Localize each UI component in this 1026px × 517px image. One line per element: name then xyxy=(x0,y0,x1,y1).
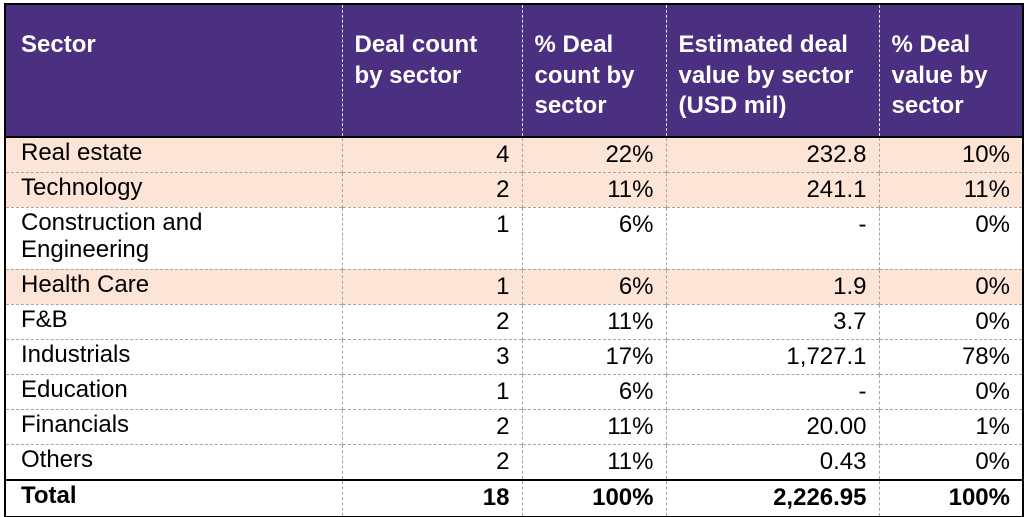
sector-cell: F&B xyxy=(5,303,342,340)
pct-deal-value-cell: 78% xyxy=(878,338,1023,375)
deal-count-cell: 4 xyxy=(341,137,522,173)
est-value-cell: 1,727.1 xyxy=(665,338,879,375)
deal-count-cell: 2 xyxy=(341,443,522,480)
sector-cell: Health Care xyxy=(5,268,342,305)
column-header-est-deal-value: Estimated deal value by sector (USD mil) xyxy=(665,4,879,138)
pct-deal-count-cell: 11% xyxy=(521,408,666,445)
deal-count-cell: 3 xyxy=(341,338,522,375)
deal-count-cell: 2 xyxy=(341,408,522,445)
sector-cell: Construction and Engineering xyxy=(5,206,342,270)
table-row-others: Others 2 11% 0.43 0% xyxy=(5,443,1023,480)
deal-count-cell: 1 xyxy=(341,373,522,410)
est-value-cell: 3.7 xyxy=(665,303,879,340)
total-row: Total 18 100% 2,226.95 100% xyxy=(5,478,1023,517)
pct-deal-value-cell: 0% xyxy=(878,303,1023,340)
table-row-fb: F&B 2 11% 3.7 0% xyxy=(5,303,1023,340)
table-row-health-care: Health Care 1 6% 1.9 0% xyxy=(5,268,1023,305)
column-header-deal-count: Deal count by sector xyxy=(341,4,522,138)
pct-deal-count-cell: 17% xyxy=(521,338,666,375)
total-deal-count-cell: 18 xyxy=(341,478,522,517)
est-value-cell: - xyxy=(665,206,879,270)
est-value-cell: 20.00 xyxy=(665,408,879,445)
pct-deal-value-cell: 1% xyxy=(878,408,1023,445)
column-header-sector: Sector xyxy=(5,4,342,138)
sector-cell: Real estate xyxy=(5,137,342,173)
total-label-cell: Total xyxy=(5,478,342,517)
deal-count-cell: 1 xyxy=(341,268,522,305)
sector-cell: Technology xyxy=(5,171,342,208)
pct-deal-count-cell: 11% xyxy=(521,171,666,208)
sector-deals-table: Sector Deal count by sector % Deal count… xyxy=(4,3,1024,517)
table-row-industrials: Industrials 3 17% 1,727.1 78% xyxy=(5,338,1023,375)
deal-count-cell: 1 xyxy=(341,206,522,270)
pct-deal-value-cell: 11% xyxy=(878,171,1023,208)
header-row: Sector Deal count by sector % Deal count… xyxy=(5,4,1023,138)
pct-deal-value-cell: 0% xyxy=(878,373,1023,410)
column-header-pct-deal-value: % Deal value by sector xyxy=(878,4,1023,138)
est-value-cell: 241.1 xyxy=(665,171,879,208)
est-value-cell: 0.43 xyxy=(665,443,879,480)
pct-deal-value-cell: 0% xyxy=(878,443,1023,480)
column-header-pct-deal-count: % Deal count by sector xyxy=(521,4,666,138)
est-value-cell: 232.8 xyxy=(665,137,879,173)
est-value-cell: - xyxy=(665,373,879,410)
est-value-cell: 1.9 xyxy=(665,268,879,305)
sector-cell: Others xyxy=(5,443,342,480)
total-est-value-cell: 2,226.95 xyxy=(665,478,879,517)
pct-deal-count-cell: 6% xyxy=(521,373,666,410)
table-row-technology: Technology 2 11% 241.1 11% xyxy=(5,171,1023,208)
sector-cell: Industrials xyxy=(5,338,342,375)
pct-deal-value-cell: 0% xyxy=(878,206,1023,270)
pct-deal-count-cell: 6% xyxy=(521,206,666,270)
pct-deal-count-cell: 11% xyxy=(521,303,666,340)
total-pct-deal-value-cell: 100% xyxy=(878,478,1023,517)
total-pct-deal-count-cell: 100% xyxy=(521,478,666,517)
pct-deal-count-cell: 22% xyxy=(521,137,666,173)
sector-cell: Financials xyxy=(5,408,342,445)
deal-count-cell: 2 xyxy=(341,171,522,208)
pct-deal-value-cell: 0% xyxy=(878,268,1023,305)
table-row-financials: Financials 2 11% 20.00 1% xyxy=(5,408,1023,445)
pct-deal-value-cell: 10% xyxy=(878,137,1023,173)
table-row-education: Education 1 6% - 0% xyxy=(5,373,1023,410)
sector-cell: Education xyxy=(5,373,342,410)
table-row-construction-engineering: Construction and Engineering 1 6% - 0% xyxy=(5,206,1023,270)
pct-deal-count-cell: 11% xyxy=(521,443,666,480)
deal-count-cell: 2 xyxy=(341,303,522,340)
pct-deal-count-cell: 6% xyxy=(521,268,666,305)
table-row-real-estate: Real estate 4 22% 232.8 10% xyxy=(5,137,1023,173)
